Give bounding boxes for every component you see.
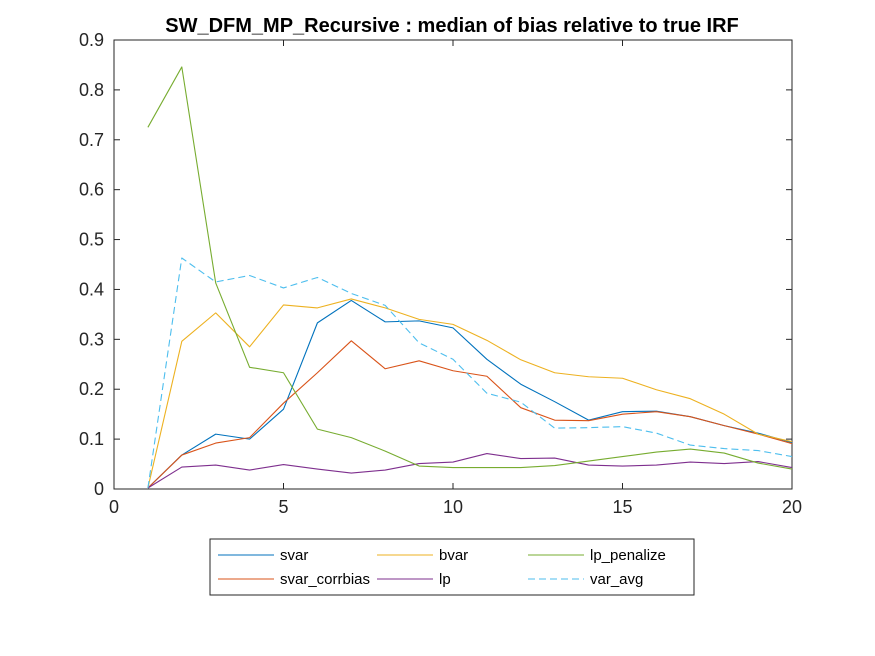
series-line-var-avg [147, 257, 793, 489]
legend-label-lp-penalize: lp_penalize [590, 547, 666, 564]
x-tick-label: 10 [443, 497, 463, 517]
series-layer [147, 66, 793, 489]
legend: svar bvar lp_penalize svar_corrbias lp var_av… [209, 538, 695, 596]
series-line-bvar [147, 298, 793, 489]
x-tick-label: 15 [612, 497, 632, 517]
y-tick-label: 0.5 [79, 230, 104, 250]
x-tick-label: 5 [278, 497, 288, 517]
legend-box [209, 538, 695, 596]
y-tick-label: 0.6 [79, 180, 104, 200]
y-tick-label: 0.7 [79, 130, 104, 150]
legend-label-bvar: bvar [439, 547, 468, 564]
axes-box [113, 39, 793, 490]
legend-label-lp: lp [439, 571, 451, 588]
y-tick-label: 0.1 [79, 429, 104, 449]
x-tick-label: 0 [109, 497, 119, 517]
y-axis: 0 0.1 0.2 0.3 0.4 0.5 0.6 0.7 0.8 0.9 [79, 30, 792, 499]
y-tick-label: 0.4 [79, 279, 104, 299]
series-line-svar [147, 299, 793, 489]
legend-label-var-avg: var_avg [590, 571, 643, 588]
chart-title: SW_DFM_MP_Recursive : median of bias rel… [165, 15, 738, 37]
legend-label-svar-corrbias: svar_corrbias [280, 571, 370, 588]
y-tick-label: 0.8 [79, 80, 104, 100]
y-tick-label: 0.9 [79, 30, 104, 50]
series-line-lp-penalize [147, 66, 793, 470]
series-line-svar-corrbias [147, 340, 793, 489]
plot-area [113, 39, 793, 490]
y-tick-label: 0.3 [79, 329, 104, 349]
y-tick-label: 0.2 [79, 379, 104, 399]
x-tick-label: 20 [782, 497, 802, 517]
series-line-lp [147, 453, 793, 489]
legend-label-svar: svar [280, 547, 308, 564]
x-axis: 0 5 10 15 20 [109, 40, 802, 517]
y-tick-label: 0 [94, 479, 104, 499]
